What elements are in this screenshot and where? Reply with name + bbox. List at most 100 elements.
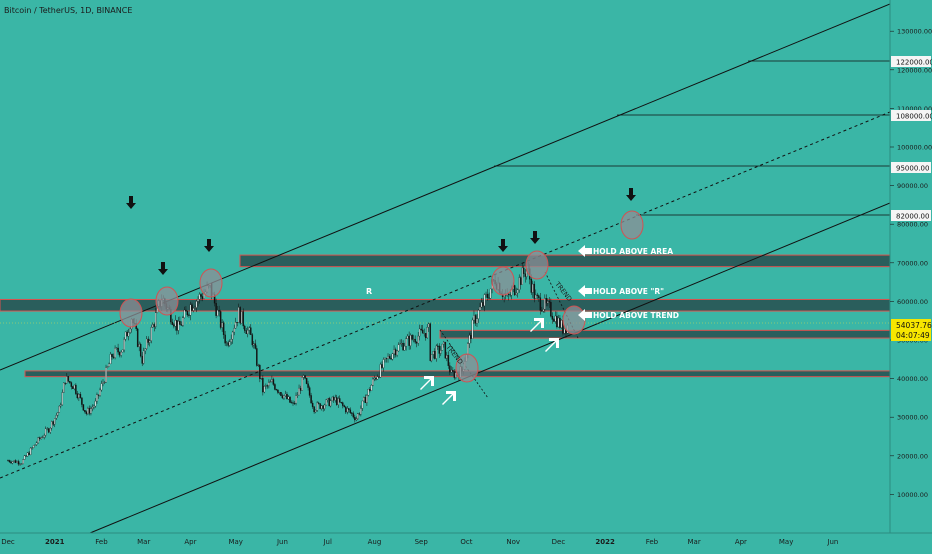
candle-body [293, 402, 296, 404]
price-tick-label: 90000.00 [897, 182, 928, 190]
candle-body [471, 319, 474, 339]
lower-channel-line [89, 202, 891, 534]
candle-body [32, 445, 35, 448]
left-arrow-icon [578, 285, 592, 297]
candle-body [76, 393, 79, 399]
candle-body [474, 315, 477, 324]
candle-body [70, 382, 73, 387]
candle-body [421, 329, 424, 334]
candle-body [409, 335, 412, 346]
time-axis[interactable]: Dec 2021 Feb Mar Apr May Jun Jul Aug Sep Oct Nov Dec… [0, 532, 932, 546]
candle-body [426, 327, 428, 339]
candle-body [182, 317, 184, 326]
price-tick-label: 70000.00 [897, 259, 928, 267]
candle-body [118, 351, 121, 356]
candle-body [145, 338, 148, 349]
candle-body [519, 277, 522, 285]
candle-body [381, 364, 383, 368]
candle-body [563, 328, 566, 334]
candle-body [55, 415, 58, 419]
upper-channel-line [0, 3, 891, 371]
candle-body [96, 394, 98, 402]
candle-body [408, 335, 410, 346]
candle-body [108, 363, 110, 367]
candle-body [310, 395, 312, 404]
candle-body [237, 307, 240, 323]
price-tick-label: 130000.00 [897, 28, 932, 36]
candle-body [50, 421, 53, 429]
candle-body [287, 396, 290, 400]
up-right-arrow-icon [530, 318, 544, 332]
candle-body [316, 402, 318, 411]
candle-body [191, 304, 193, 311]
candle-body [280, 392, 282, 396]
candle-body [317, 402, 320, 404]
candle-body [102, 382, 104, 384]
candle-body [403, 345, 406, 351]
candle-body [349, 409, 352, 413]
candle-body [339, 398, 341, 403]
candle-body [524, 273, 526, 277]
candle-body [271, 379, 273, 382]
candle-body [284, 393, 287, 396]
time-tick-label: 2021 [45, 538, 65, 546]
up-right-arrow-icon [442, 391, 456, 405]
candle-body [331, 396, 333, 401]
countdown-value: 04:07:49 [896, 331, 930, 340]
candle-body [281, 395, 284, 399]
highlight-circles-layer [119, 210, 644, 383]
hold-above-trend-label: HOLD ABOVE TREND [593, 311, 679, 320]
candle-body [296, 394, 299, 396]
candle-body [352, 413, 355, 418]
candle-body [14, 460, 17, 463]
candle-body [28, 452, 30, 455]
down-arrow-icon [498, 239, 508, 252]
candle-body [430, 354, 433, 361]
candle-body [63, 382, 65, 393]
candle-body [152, 324, 154, 328]
candle-body [247, 329, 249, 334]
candle-body [444, 341, 447, 359]
candle-body [446, 355, 448, 359]
candle-body [147, 338, 149, 343]
price-tick-label: 40000.00 [897, 375, 928, 383]
time-tick-label: Jun [826, 538, 838, 546]
candle-body [52, 421, 54, 425]
candle-body [29, 447, 32, 455]
candle-body [429, 323, 431, 361]
candle-body [150, 327, 153, 341]
time-tick-label: Apr [184, 538, 196, 546]
candle-body [194, 307, 196, 309]
current-price-badge [891, 319, 931, 341]
price-axis[interactable]: 130000.00 120000.00 110000.00 100000.00 9000… [889, 0, 932, 533]
candle-body [186, 311, 189, 316]
candle-body [43, 435, 45, 438]
candle-body [185, 309, 187, 312]
time-tick-label: Sep [415, 538, 429, 546]
candle-body [366, 395, 368, 404]
candle-body [320, 405, 323, 409]
candle-body [545, 298, 548, 304]
candle-body [539, 297, 542, 311]
candle-body [81, 397, 83, 405]
price-tick-label: 60000.00 [897, 298, 928, 306]
candle-body [60, 404, 62, 407]
candle-body [200, 294, 202, 297]
highlight-circle [455, 353, 479, 383]
candle-body [379, 364, 382, 378]
candle-body [332, 396, 335, 401]
candle-body [256, 348, 258, 366]
target-labels: 122000.00 108000.00 95000.00 82000.00 54… [891, 56, 932, 341]
candle-body [486, 293, 489, 298]
candle-body [153, 324, 156, 327]
candle-body [41, 437, 44, 439]
highlight-circle [620, 210, 644, 240]
price-tick-label: 10000.00 [897, 491, 928, 499]
time-tick-label: Nov [506, 538, 520, 546]
candle-body [218, 310, 220, 312]
candle-body [299, 387, 302, 391]
candle-body [406, 335, 409, 339]
candle-body [283, 395, 285, 399]
